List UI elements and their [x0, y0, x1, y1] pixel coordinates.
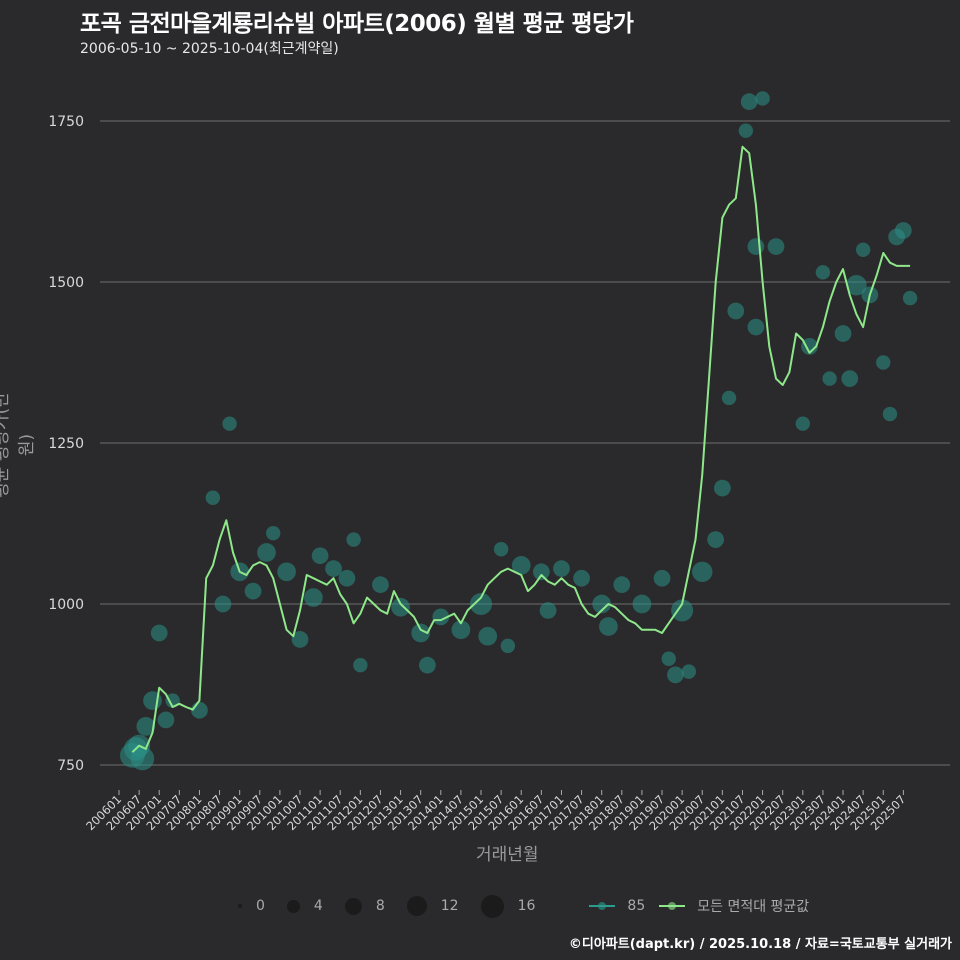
y-tick-label: 1000 [48, 597, 84, 613]
bubble-point [136, 717, 156, 736]
bubble-point [451, 620, 471, 640]
bubble-point [740, 93, 758, 111]
bubble-point [822, 371, 837, 386]
bubble-point [747, 318, 765, 336]
average-line [131, 145, 911, 753]
bubble-point [882, 406, 898, 422]
bubble-point [265, 525, 281, 541]
x-axis-label: 거래년월 [476, 845, 539, 865]
legend-size-12: 12 [406, 896, 467, 916]
bubble-point [257, 543, 276, 562]
y-axis-label: 평균 평당가(만 원) [0, 392, 37, 498]
bubble-point [721, 390, 737, 406]
bubble-point [599, 617, 618, 636]
bubble-point [653, 569, 671, 587]
bubble-point [532, 563, 550, 581]
bubble-point [157, 711, 175, 729]
bubble-point [346, 532, 361, 547]
bubble-point [894, 222, 912, 239]
y-tick-label: 1250 [48, 436, 84, 452]
bubble-point [727, 302, 745, 320]
bubble-point [222, 416, 237, 431]
bubble-point [738, 123, 754, 138]
bubble-point [325, 560, 342, 577]
series-85-line-icon [589, 902, 616, 910]
bubble-point [834, 325, 852, 342]
bubble-point [755, 91, 770, 106]
bubble-point [372, 576, 389, 594]
bubble-point [707, 531, 725, 548]
bubble-point [150, 624, 168, 642]
bubble-point [573, 569, 590, 587]
bubble-point [713, 479, 731, 497]
chart-title: 포곡 금전마을계룡리슈빌 아파트(2006) 월별 평균 평당가 [80, 11, 634, 37]
bubble-point [801, 338, 818, 355]
bubble-point [191, 701, 208, 719]
y-tick-label: 1750 [48, 114, 84, 130]
size-legend-dot-icon [406, 896, 427, 916]
bubble-point [902, 290, 918, 306]
bubble-point [592, 594, 612, 614]
bubble-point [130, 746, 155, 771]
bubble-point [304, 588, 323, 607]
bubble-point [338, 569, 356, 587]
bubble-point [411, 623, 431, 643]
y-tick-label: 750 [57, 758, 84, 774]
legend-size-4: 4 [286, 898, 331, 914]
bubble-point [291, 631, 309, 648]
bubble-point [511, 556, 531, 575]
bubble-point [681, 664, 697, 679]
bubble-point [692, 561, 713, 583]
bubble-point [244, 582, 262, 600]
bubble-point [767, 238, 785, 255]
bubble-point [470, 592, 493, 616]
size-legend-dot-icon [286, 899, 300, 913]
bubble-point [205, 490, 221, 505]
bubble-point [661, 651, 676, 666]
bubble-point [876, 355, 891, 370]
size-legend-dot-icon [238, 904, 242, 908]
chart-subtitle: 2006-05-10 ~ 2025-10-04(최근계약일) [80, 41, 339, 57]
chart-plot-area: 7501000125015001750200601200607200701200… [48, 91, 950, 833]
bubble-point [500, 638, 516, 654]
avg-line-icon [659, 902, 686, 910]
bubble-point [846, 274, 867, 296]
bubble-point [671, 599, 694, 622]
size-legend-dot-icon [480, 894, 504, 918]
bubble-point [391, 597, 410, 617]
bubble-point [613, 576, 631, 594]
bubble-point [311, 547, 329, 565]
bubble-point [747, 238, 765, 255]
legend-size-0: 0 [230, 898, 273, 914]
chart-legend: 0 4 8 12 16 85 모든 면적대 평균값 [230, 894, 823, 918]
bubble-point [841, 370, 859, 387]
bubble-point [214, 595, 232, 613]
source-caption: ©디아파트(dapt.kr) / 2025.10.18 / 자료=국토교통부 실… [568, 937, 952, 952]
bubble-point [493, 542, 509, 557]
legend-size-8: 8 [344, 897, 393, 915]
bubble-point [632, 594, 652, 614]
bubble-point [795, 416, 811, 431]
bubble-point [553, 560, 570, 577]
bubble-point [419, 656, 436, 674]
legend-series-85: 85 [589, 898, 645, 914]
bubble-point [478, 626, 498, 646]
bubble-point [855, 242, 871, 257]
size-legend-dot-icon [344, 897, 362, 915]
bubble-point [353, 657, 368, 673]
bubble-point [667, 666, 684, 684]
legend-size-16: 16 [480, 894, 576, 918]
bubble-point [815, 265, 831, 280]
bubble-point [277, 562, 296, 582]
bubble-point [539, 602, 557, 619]
legend-series-avg: 모든 면적대 평균값 [659, 896, 809, 916]
y-tick-label: 1500 [48, 275, 84, 291]
